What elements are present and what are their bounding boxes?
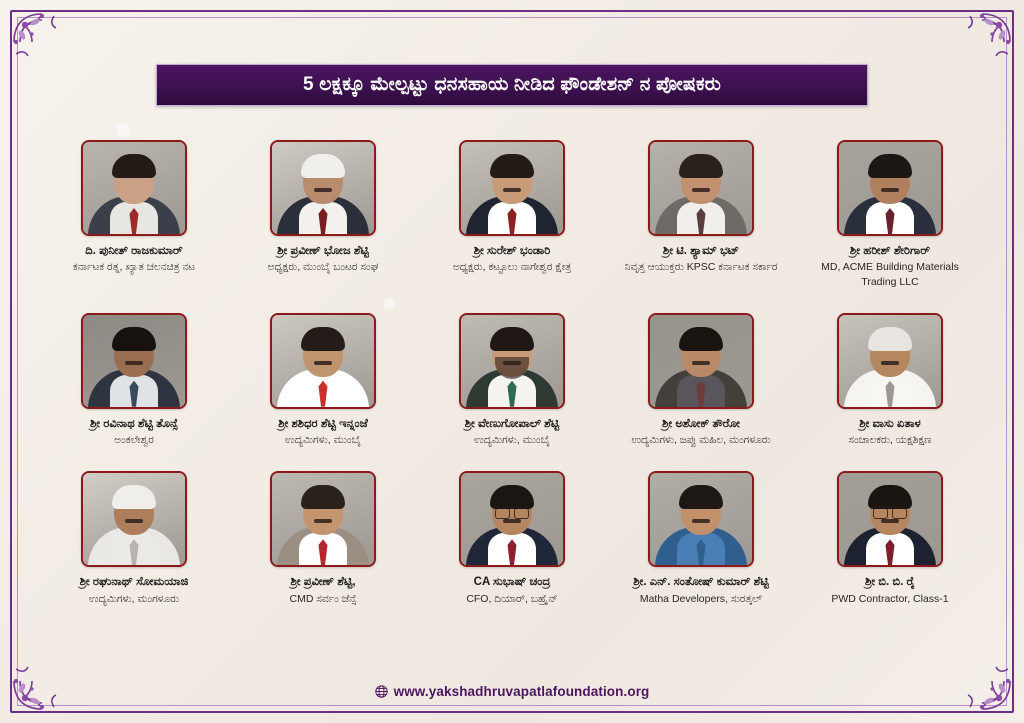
patron-name: ಶ್ರೀ. ಎನ್. ಸಂತೋಷ್ ಕುಮಾರ್ ಶೆಟ್ಟಿ (633, 576, 769, 589)
patron-designation: CFO, ದಿಯಾರ್, ಬಹ್ರೈನ್ (466, 592, 558, 605)
patron-name: ಶ್ರೀ ಪ್ರವೀಣ್ ಭೋಜ ಶೆಟ್ಟಿ (277, 245, 369, 257)
patron-card: ಶ್ರೀ ಪ್ರವೀಣ್ ಭೋಜ ಶೆಟ್ಟಿ ಅಧ್ಯಕ್ಷರು, ಮುಂಬೈ … (234, 140, 412, 275)
patron-photo (270, 471, 376, 568)
patron-designation: ಅಂಕಲೇಶ್ವರ (114, 434, 154, 447)
poster-title-banner: 5 ಲಕ್ಷಕ್ಕೂ ಮೇಲ್ಪಟ್ಟು ಧನಸಹಾಯ ನೀಡಿದ ಫೌಂಡೇಶ… (156, 64, 868, 106)
patron-card: ಶ್ರೀ ಸುರೇಶ್ ಭಂಡಾರಿ ಅಧ್ಯಕ್ಷರು, ಕಟ್ಟೂಲು ನಾಗ… (423, 140, 601, 275)
border-frame-outer (10, 10, 1014, 713)
patron-name: ಶ್ರೀ ಬಿ. ಬಿ. ರೈ (864, 576, 916, 589)
patron-card: ಶ್ರೀ ಬಿ. ಬಿ. ರೈ PWD Contractor, Class-1 (801, 471, 979, 606)
patron-card: ಶ್ರೀ ಹರೀಶ್ ಶೇರಿಗಾರ್ MD, ACME Building Mat… (801, 140, 979, 289)
patron-card: CA ಸುಭಾಷ್ ಚಂದ್ರ CFO, ದಿಯಾರ್, ಬಹ್ರೈನ್ (423, 471, 601, 606)
patron-card: ಶ್ರೀ ಪ್ರವೀಣ್ ಶೆಟ್ಟಿ, CMD ಸರ್ವಂ ಜೆನ್ಸೆ (234, 471, 412, 606)
patron-photo (648, 312, 754, 409)
patron-designation: CMD ಸರ್ವಂ ಜೆನ್ಸೆ (289, 592, 357, 605)
patron-name: ಶ್ರೀ ಸುರೇಶ್ ಭಂಡಾರಿ (473, 245, 551, 257)
patron-photo (81, 471, 187, 568)
patron-card: ಶ್ರೀ ಶಶಿಧರ ಶೆಟ್ಟಿ ಇನ್ನಂಜೆ ಉದ್ಯಮಿಗಳು, ಮುಂಬ… (234, 312, 412, 448)
patron-designation: ಕರ್ನಾಟಕ ರತ್ನ, ಖ್ಯಾತ ಚಲನಚಿತ್ರ ನಟ (72, 261, 196, 274)
patron-designation: ಉದ್ಯಮಿಗಳು, ಮಂಗಳೂರು (88, 592, 180, 605)
patron-name: ಶ್ರೀ ವೇಣುಗೋಪಾಲ್ ಶೆಟ್ಟಿ (464, 417, 560, 430)
patron-card: ಶ್ರೀ ಟಿ. ಶ್ಯಾಮ್ ಭಟ್ ನಿವೃತ್ತ ಆಯುಕ್ತರು KPSC… (612, 140, 790, 275)
patron-designation: ಸಂಚಾಲಕರು, ಯಕ್ಷಶಿಕ್ಷಣ (848, 434, 932, 447)
patron-name: ದಿ. ಪುನೀತ್ ರಾಜಕುಮಾರ್ (85, 245, 183, 257)
patron-photo (837, 312, 943, 409)
patron-designation: ಉದ್ಯಮಿಗಳು, ಮುಂಬೈ (285, 434, 361, 447)
patron-name: ಶ್ರೀ ಪ್ರವೀಣ್ ಶೆಟ್ಟಿ, (290, 576, 356, 589)
patron-photo (459, 312, 565, 409)
patron-card: ಶ್ರೀ ರವಿನಾಥ ಶೆಟ್ಟಿ ತೊನ್ಸೆ ಅಂಕಲೇಶ್ವರ (45, 312, 223, 448)
footer-website-link[interactable]: www.yakshadhruvapatlafoundation.org (393, 684, 650, 699)
patron-card: ಶ್ರೀ ವೇಣುಗೋಪಾಲ್ ಶೆಟ್ಟಿ ಉದ್ಯಮಿಗಳು, ಮುಂಬೈ (423, 312, 601, 448)
patron-photo (459, 140, 565, 236)
patron-name: ಶ್ರೀ ಟಿ. ಶ್ಯಾಮ್ ಭಟ್ (662, 245, 740, 257)
patron-name: ಶ್ರೀ ಶಶಿಧರ ಶೆಟ್ಟಿ ಇನ್ನಂಜೆ (278, 417, 368, 430)
patron-card: ಶ್ರೀ ರಘುನಾಥ್ ಸೋಮಯಾಜಿ ಉದ್ಯಮಿಗಳು, ಮಂಗಳೂರು (45, 471, 223, 606)
patron-designation: ಅಧ್ಯಕ್ಷರು, ಮುಂಬೈ ಬಂಟರ ಸಂಘ (267, 261, 379, 274)
patron-card: ದಿ. ಪುನೀತ್ ರಾಜಕುಮಾರ್ ಕರ್ನಾಟಕ ರತ್ನ, ಖ್ಯಾತ … (45, 140, 223, 275)
patron-photo (459, 471, 565, 568)
patron-designation: ನಿವೃತ್ತ ಆಯುಕ್ತರು KPSC ಕರ್ನಾಟಕ ಸರ್ಕಾರ (624, 261, 778, 274)
patron-name: CA ಸುಭಾಷ್ ಚಂದ್ರ (473, 576, 551, 589)
patron-designation: Matha Developers, ಸುರತ್ಕಲ್ (639, 592, 763, 605)
patron-name: ಶ್ರೀ ರಘುನಾಥ್ ಸೋಮಯಾಜಿ (79, 576, 189, 589)
patron-photo (648, 471, 754, 568)
footer: www.yakshadhruvapatlafoundation.org (0, 684, 1024, 699)
patron-row: ಶ್ರೀ ರವಿನಾಥ ಶೆಟ್ಟಿ ತೊನ್ಸೆ ಅಂಕಲೇಶ್ವರ ಶ್ರೀ ಶ… (45, 312, 979, 448)
page-title: 5 ಲಕ್ಷಕ್ಕೂ ಮೇಲ್ಪಟ್ಟು ಧನಸಹಾಯ ನೀಡಿದ ಫೌಂಡೇಶ… (302, 74, 722, 95)
patron-card: ಶ್ರೀ ಅಶೋಕ್ ತೌರೋ ಉದ್ಯಮಿಗಳು, ಜಪ್ಪು ಮಹಿಲ, ಮಂ… (612, 312, 790, 448)
border-frame-inner (17, 17, 1007, 706)
patron-name: ಶ್ರೀ ರವಿನಾಥ ಶೆಟ್ಟಿ ತೊನ್ಸೆ (89, 417, 179, 430)
patron-row: ಶ್ರೀ ರಘುನಾಥ್ ಸೋಮಯಾಜಿ ಉದ್ಯಮಿಗಳು, ಮಂಗಳೂರು ಶ್… (45, 471, 979, 606)
patron-designation: PWD Contractor, Class-1 (831, 592, 949, 605)
patron-name: ಶ್ರೀ ವಾಸು ಏತಾಳ (859, 417, 921, 430)
patron-photo (270, 140, 376, 236)
patron-photo (837, 140, 943, 236)
patron-photo (270, 312, 376, 409)
patron-name: ಶ್ರೀ ಅಶೋಕ್ ತೌರೋ (662, 417, 740, 430)
patron-photo (81, 140, 187, 236)
patron-name: ಶ್ರೀ ಹರೀಶ್ ಶೇರಿಗಾರ್ (849, 245, 931, 257)
patron-photo (648, 140, 754, 236)
patron-row: ದಿ. ಪುನೀತ್ ರಾಜಕುಮಾರ್ ಕರ್ನಾಟಕ ರತ್ನ, ಖ್ಯಾತ … (45, 140, 979, 289)
globe-icon (374, 685, 388, 698)
patron-photo (837, 471, 943, 568)
patron-designation: MD, ACME Building Materials Trading LLC (821, 261, 959, 288)
patron-designation: ಉದ್ಯಮಿಗಳು, ಜಪ್ಪು ಮಹಿಲ, ಮಂಗಳೂರು (631, 434, 771, 447)
patron-designation: ಅಧ್ಯಕ್ಷರು, ಕಟ್ಟೂಲು ನಾಗೇಶ್ವರ ಕ್ಷೇತ್ರ (452, 261, 572, 274)
patron-card: ಶ್ರೀ. ಎನ್. ಸಂತೋಷ್ ಕುಮಾರ್ ಶೆಟ್ಟಿ Matha Dev… (612, 471, 790, 606)
patron-designation: ಉದ್ಯಮಿಗಳು, ಮುಂಬೈ (474, 434, 550, 447)
patron-card: ಶ್ರೀ ವಾಸು ಏತಾಳ ಸಂಚಾಲಕರು, ಯಕ್ಷಶಿಕ್ಷಣ (801, 312, 979, 448)
patron-photo (81, 312, 187, 409)
patrons-grid: ದಿ. ಪುನೀತ್ ರಾಜಕುಮಾರ್ ಕರ್ನಾಟಕ ರತ್ನ, ಖ್ಯಾತ … (45, 140, 979, 606)
